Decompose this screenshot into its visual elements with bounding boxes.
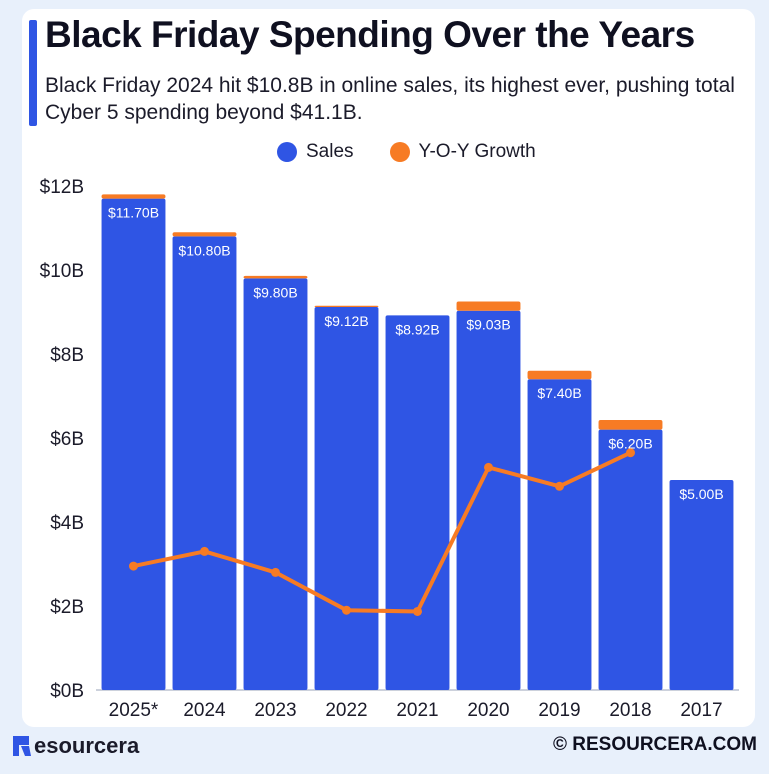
brand-logo: esourcera xyxy=(13,733,139,759)
legend-item-growth: Y-O-Y Growth xyxy=(389,141,536,163)
resourcera-logo-icon xyxy=(13,736,31,756)
y-tick-label: $2B xyxy=(50,597,84,618)
growth-bar-segment xyxy=(456,301,521,311)
bar-data-label: $7.40B xyxy=(537,385,581,401)
x-tick-label: 2020 xyxy=(467,700,509,721)
sales-bar xyxy=(527,379,592,690)
x-tick-label: 2022 xyxy=(325,700,367,721)
growth-bar-segment xyxy=(172,232,237,237)
legend-item-sales: Sales xyxy=(277,141,354,163)
sales-bar xyxy=(385,315,450,690)
sales-bar xyxy=(101,198,166,690)
y-tick-label: $4B xyxy=(50,513,84,534)
x-tick-label: 2017 xyxy=(680,700,722,721)
growth-point xyxy=(484,462,493,472)
growth-bar-segment xyxy=(598,419,663,430)
growth-swatch xyxy=(389,142,410,162)
x-tick-label: 2025* xyxy=(109,700,159,721)
growth-point xyxy=(413,606,422,616)
growth-bar-segment xyxy=(101,194,166,199)
growth-point xyxy=(200,546,209,556)
sales-bar xyxy=(669,480,734,690)
growth-point xyxy=(555,481,564,491)
bar-data-label: $9.12B xyxy=(324,313,368,329)
copyright: © RESOURCERA.COM xyxy=(552,734,757,755)
bar-data-label: $9.80B xyxy=(253,284,297,300)
legend-label-sales: Sales xyxy=(306,141,354,162)
y-tick-label: $6B xyxy=(50,429,84,450)
title-accent-bar xyxy=(29,20,37,126)
sales-bar xyxy=(243,278,308,690)
y-tick-label: $12B xyxy=(40,177,84,198)
brand-name: esourcera xyxy=(34,733,140,758)
growth-line xyxy=(133,450,632,614)
bar-data-label: $10.80B xyxy=(178,242,230,258)
x-tick-label: 2019 xyxy=(538,700,580,721)
sales-bar xyxy=(172,236,237,690)
growth-bar-segment xyxy=(243,275,308,279)
x-tick-label: 2024 xyxy=(183,700,226,721)
growth-point xyxy=(271,567,280,577)
legend: Sales Y-O-Y Growth xyxy=(277,141,572,163)
growth-bar-segment xyxy=(314,305,379,307)
chart-subtitle: Black Friday 2024 hit $10.8B in online s… xyxy=(45,74,735,124)
y-tick-label: $0B xyxy=(50,681,84,702)
bar-data-label: $8.92B xyxy=(395,321,439,337)
growth-point xyxy=(129,561,138,571)
sales-bar xyxy=(314,306,379,690)
bar-data-label: $9.03B xyxy=(466,317,510,333)
y-tick-label: $8B xyxy=(50,345,84,366)
y-tick-label: $10B xyxy=(40,261,84,282)
chart-title: Black Friday Spending Over the Years xyxy=(45,14,695,55)
x-tick-label: 2018 xyxy=(609,700,651,721)
sales-bar xyxy=(456,310,521,690)
bar-data-label: $5.00B xyxy=(679,486,723,502)
x-tick-label: 2023 xyxy=(254,700,296,721)
growth-point xyxy=(626,448,635,458)
x-tick-label: 2021 xyxy=(396,700,438,721)
bar-data-label: $11.70B xyxy=(108,205,159,221)
sales-swatch xyxy=(277,142,297,162)
growth-bar-segment xyxy=(527,370,592,380)
growth-point xyxy=(342,605,351,615)
sales-bar xyxy=(598,429,663,690)
legend-label-growth: Y-O-Y Growth xyxy=(418,141,536,162)
bar-data-label: $6.20B xyxy=(608,436,652,452)
